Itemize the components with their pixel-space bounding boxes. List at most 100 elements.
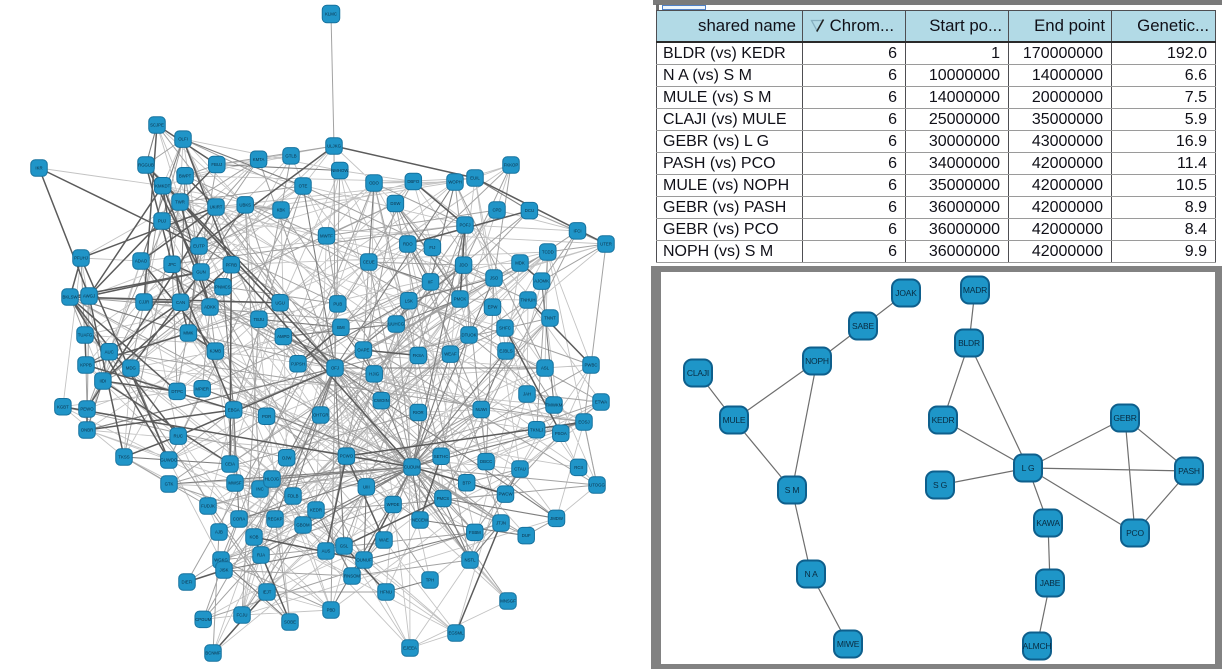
svg-text:DSW: DSW <box>390 201 401 206</box>
svg-text:TCDD: TCDD <box>542 250 554 255</box>
svg-text:WPDE: WPDE <box>387 502 400 507</box>
svg-text:DUF: DUF <box>522 533 531 538</box>
svg-text:PFRB: PFRB <box>226 262 238 267</box>
svg-text:BKLSW: BKLSW <box>62 295 78 300</box>
svg-text:TKSS: TKSS <box>118 455 129 460</box>
svg-text:KOB: KOB <box>249 535 258 540</box>
svg-text:L G: L G <box>1022 463 1035 473</box>
svg-text:DBCC: DBCC <box>480 459 492 464</box>
svg-text:CLAJI: CLAJI <box>687 368 709 378</box>
svg-text:KAWA: KAWA <box>1036 518 1060 528</box>
svg-text:BWPT: BWPT <box>179 173 192 178</box>
svg-text:CJJR: CJJR <box>139 300 150 305</box>
svg-text:EUTP: EUTP <box>193 244 205 249</box>
svg-text:JPC: JPC <box>168 262 176 267</box>
svg-text:BMI: BMI <box>337 325 345 330</box>
svg-text:UBKS: UBKS <box>239 203 251 208</box>
svg-text:KEDR: KEDR <box>310 508 322 513</box>
svg-text:NOPH: NOPH <box>805 356 829 366</box>
svg-text:TWR: TWR <box>175 200 185 205</box>
svg-text:NECEW: NECEW <box>412 518 429 523</box>
svg-text:PWCW: PWCW <box>498 492 513 497</box>
svg-text:MIWE: MIWE <box>837 639 860 649</box>
svg-text:KPPB: KPPB <box>80 363 92 368</box>
svg-text:TKNLJ: TKNLJ <box>530 427 543 432</box>
svg-text:NMHOW: NMHOW <box>331 168 349 173</box>
svg-text:RGGUB: RGGUB <box>138 163 154 168</box>
svg-text:CPD: CPD <box>492 208 501 213</box>
svg-text:NSTL: NSTL <box>465 558 477 563</box>
svg-text:UGU: UGU <box>275 300 285 305</box>
svg-text:N A: N A <box>804 569 818 579</box>
svg-text:DTPC: DTPC <box>171 389 183 394</box>
svg-text:FKSA: FKSA <box>413 353 424 358</box>
svg-text:AJB: AJB <box>215 530 223 535</box>
svg-text:TPH: TPH <box>426 578 435 583</box>
svg-text:GTLB: GTLB <box>285 154 296 159</box>
svg-text:JOAK: JOAK <box>895 288 917 298</box>
svg-text:ULJKG: ULJKG <box>327 144 342 149</box>
svg-text:OAPE: OAPE <box>357 348 369 353</box>
svg-text:ETWA: ETWA <box>595 400 607 405</box>
svg-text:MDK: MDK <box>515 261 525 266</box>
svg-text:UKIRT: UKIRT <box>210 205 223 210</box>
svg-text:FCJU: FCJU <box>237 613 248 618</box>
svg-text:POFJ: POFJ <box>460 223 471 228</box>
svg-text:AUC: AUC <box>105 349 114 354</box>
svg-text:IEJT: IEJT <box>263 590 272 595</box>
svg-text:PMCK: PMCK <box>454 297 467 302</box>
svg-text:EJEEA: EJEEA <box>403 646 417 651</box>
svg-text:OLFI: OLFI <box>178 137 188 142</box>
svg-text:GEBR: GEBR <box>1113 413 1136 423</box>
svg-text:CUDUM: CUDUM <box>404 465 420 470</box>
svg-text:JSO: JSO <box>490 276 499 281</box>
svg-text:FKKOP: FKKOP <box>504 163 519 168</box>
svg-text:PCWO: PCWO <box>340 454 354 459</box>
svg-text:IIDI: IIDI <box>100 379 107 384</box>
svg-text:OHTGR: OHTGR <box>313 413 329 418</box>
svg-text:SABE: SABE <box>852 321 874 331</box>
svg-text:MMK: MMK <box>183 331 193 336</box>
svg-text:TNNT: TNNT <box>544 316 556 321</box>
svg-text:JTJN: JTJN <box>496 521 506 526</box>
svg-text:GTK: GTK <box>165 482 174 487</box>
svg-text:CPGUM: CPGUM <box>195 617 211 622</box>
svg-text:EUIL: EUIL <box>470 176 480 181</box>
svg-text:EBGA: EBGA <box>228 408 240 413</box>
svg-text:BCNMF: BCNMF <box>205 651 221 656</box>
svg-text:CEIA: CEIA <box>225 462 235 467</box>
svg-text:RNSOM: RNSOM <box>344 574 360 579</box>
svg-text:CEUE: CEUE <box>363 260 375 265</box>
svg-text:OUNUF: OUNUF <box>356 558 372 563</box>
svg-text:REGKP: REGKP <box>267 517 282 522</box>
svg-text:RUC: RUC <box>174 434 183 439</box>
svg-text:SETHC: SETHC <box>434 454 449 459</box>
svg-text:DTUOK: DTUOK <box>461 333 476 338</box>
svg-text:OFJ: OFJ <box>331 366 339 371</box>
svg-text:RJA: RJA <box>257 553 265 558</box>
svg-text:HLOJG: HLOJG <box>265 477 280 482</box>
svg-text:IIF: IIF <box>428 280 433 285</box>
svg-text:UTER: UTER <box>600 242 612 247</box>
svg-text:JMDW: JMDW <box>550 516 564 521</box>
svg-text:JISK: JISK <box>219 568 228 573</box>
svg-text:DBFO: DBFO <box>407 179 420 184</box>
svg-text:EOSJ: EOSJ <box>578 420 589 425</box>
svg-text:KEDR: KEDR <box>932 415 955 425</box>
svg-text:TUAFG: TUAFG <box>78 333 93 338</box>
svg-text:KMKDT: KMKDT <box>155 183 170 188</box>
svg-text:PSOA: PSOA <box>555 431 567 436</box>
svg-text:TNHUH: TNHUH <box>520 298 535 303</box>
svg-text:TMWKM: TMWKM <box>546 403 563 408</box>
svg-text:ONBR: ONBR <box>81 428 93 433</box>
svg-text:FBUJ: FBUJ <box>211 162 222 167</box>
svg-text:GUWDO: GUWDO <box>160 458 178 463</box>
svg-text:CORA: CORA <box>233 517 246 522</box>
svg-text:AJOMK: AJOMK <box>534 279 549 284</box>
svg-text:PJPSH: PJPSH <box>291 361 305 366</box>
svg-text:AUS: AUS <box>322 549 331 554</box>
svg-text:GBOM: GBOM <box>296 523 310 528</box>
svg-text:AWGJ: AWGJ <box>83 294 95 299</box>
svg-text:PUB: PUB <box>333 302 342 307</box>
svg-text:PNMCS: PNMCS <box>215 284 231 289</box>
